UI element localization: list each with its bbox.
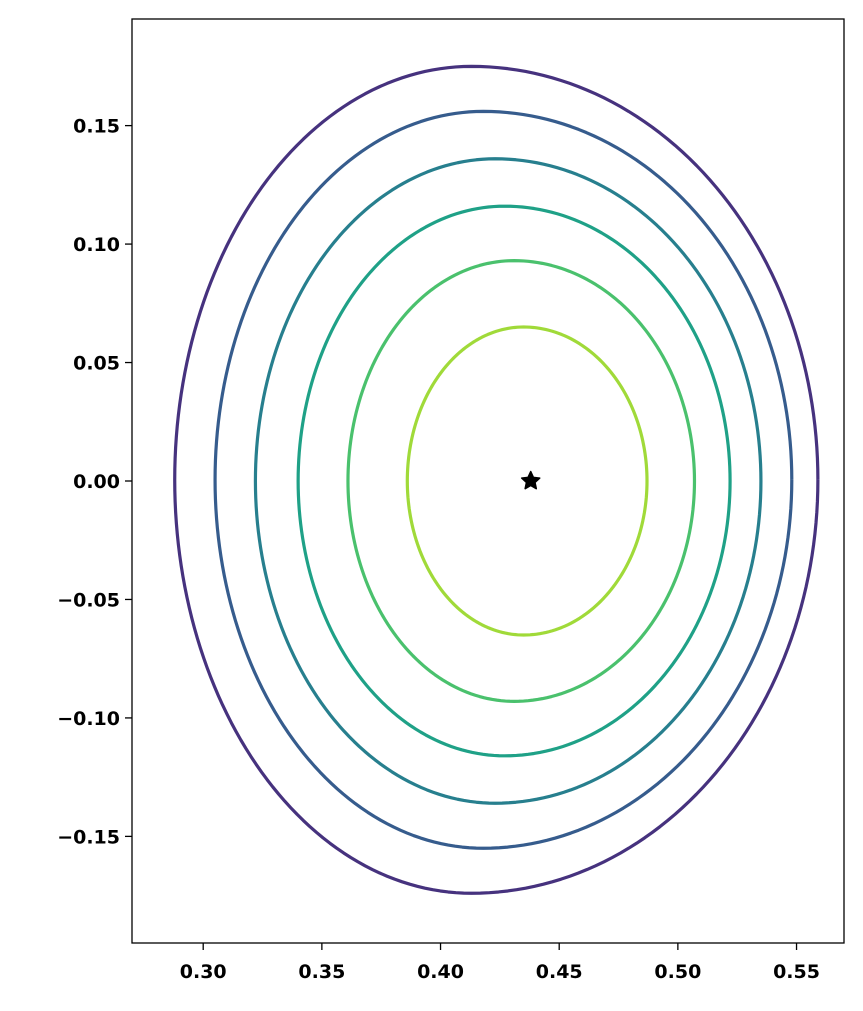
optimum-marker-star: [520, 470, 541, 490]
y-tick-label: −0.05: [57, 589, 120, 611]
y-tick-label: −0.10: [57, 708, 120, 730]
y-tick-label: −0.15: [57, 826, 120, 848]
x-tick-label: 0.55: [773, 961, 820, 983]
contour-line-3: [253, 157, 763, 805]
contour-line-2: [213, 109, 794, 850]
contour-line-4: [296, 204, 732, 758]
contour-line-5: [346, 259, 697, 703]
y-tick-label: 0.05: [73, 353, 120, 375]
x-tick-label: 0.40: [417, 961, 464, 983]
y-tick-label: 0.10: [73, 234, 120, 256]
x-tick-label: 0.45: [536, 961, 583, 983]
optimum-marker-group: [520, 470, 541, 490]
x-tick-label: 0.30: [180, 961, 227, 983]
contour-line-6: [405, 325, 649, 637]
x-tick-label: 0.50: [654, 961, 701, 983]
contour-line-1: [173, 64, 820, 895]
contour-lines: [173, 64, 820, 895]
y-tick-label: 0.00: [73, 471, 120, 493]
y-axis-ticks: 0.15 0.10 0.05 0.00 −0.05 −0.10 −0.15: [57, 116, 132, 848]
x-tick-label: 0.35: [298, 961, 345, 983]
x-axis-ticks: 0.30 0.35 0.40 0.45 0.50 0.55: [180, 943, 820, 983]
y-tick-label: 0.15: [73, 116, 120, 138]
